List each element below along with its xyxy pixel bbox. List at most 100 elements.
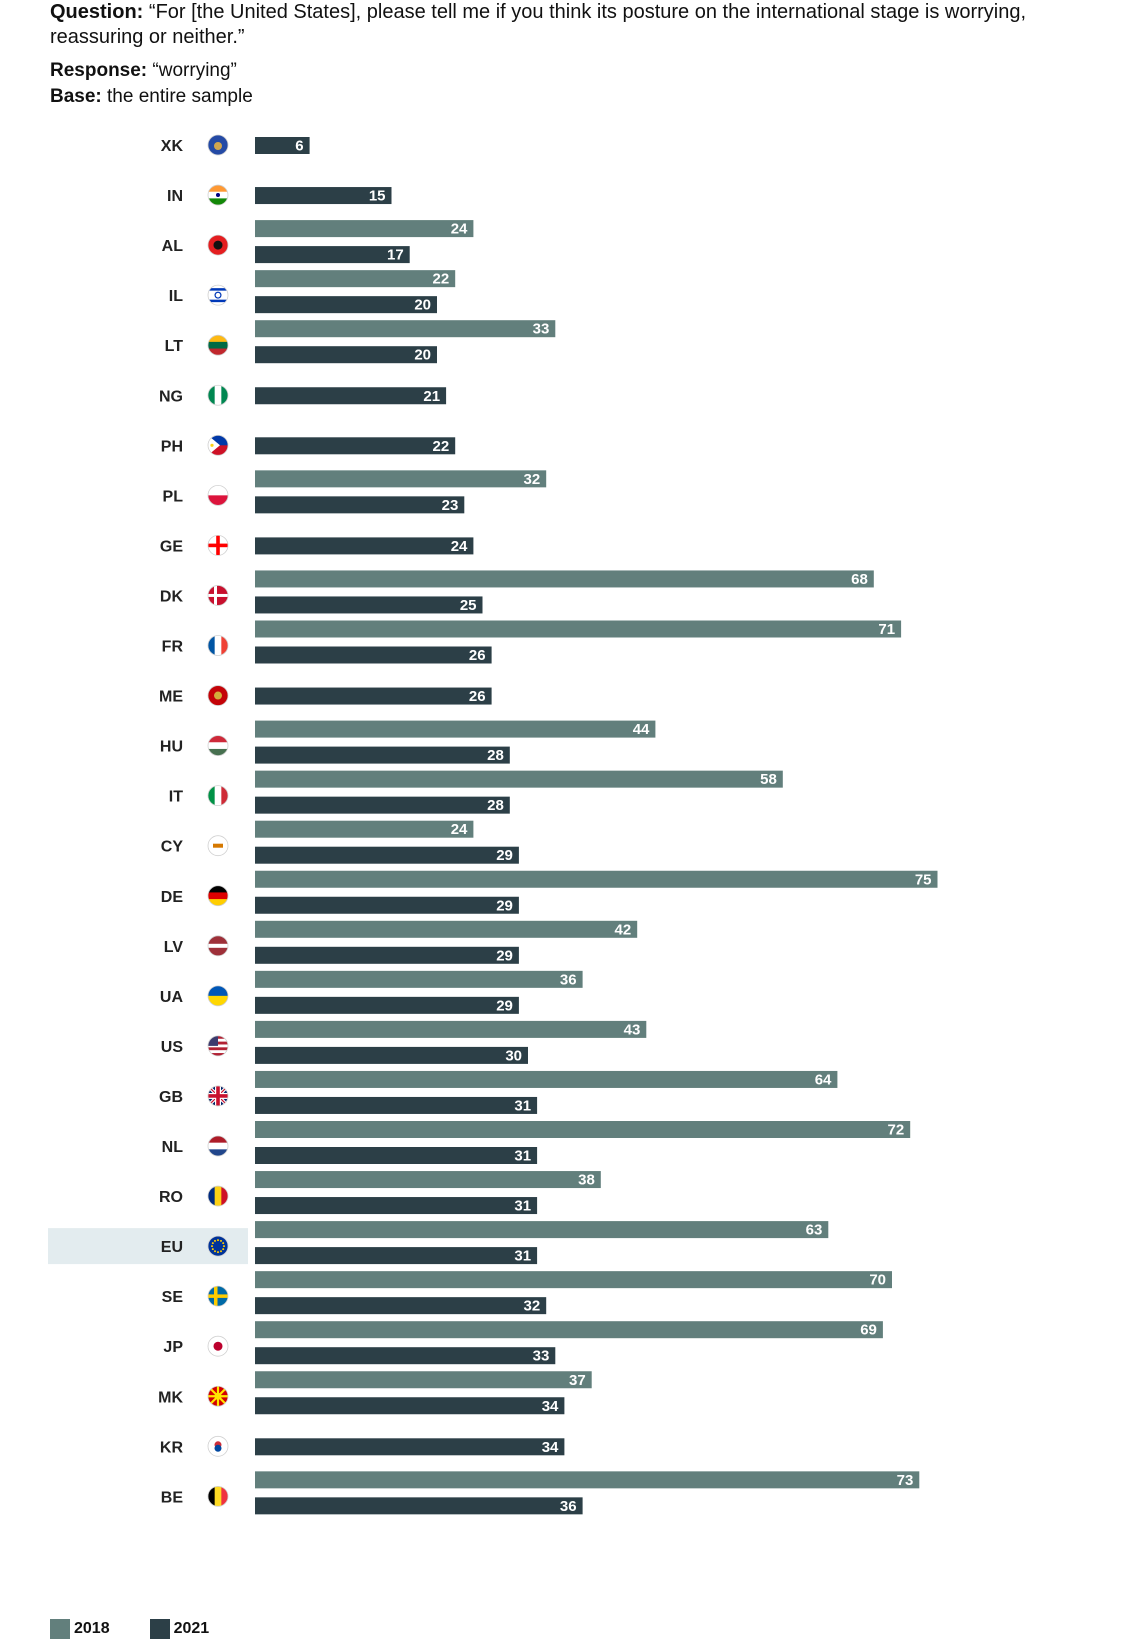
bar-2018-de — [255, 870, 938, 888]
flag-mk-icon — [207, 1385, 229, 1407]
bar-2021-gb — [255, 1096, 538, 1114]
value-label-2018-mk: 37 — [569, 1372, 586, 1389]
bar-2018-mk — [255, 1371, 592, 1389]
category-label-de: DE — [161, 889, 184, 906]
value-label-2021-se: 32 — [524, 1298, 541, 1315]
value-label-2021-fr: 26 — [469, 647, 486, 664]
flag-nl-icon — [207, 1135, 229, 1157]
value-label-2021-me: 26 — [469, 688, 486, 705]
value-label-2021-nl: 31 — [514, 1148, 531, 1165]
legend-label-2018: 2018 — [74, 1620, 110, 1637]
value-label-2021-dk: 25 — [460, 597, 477, 614]
flag-al-icon — [207, 234, 229, 256]
base-value: the entire sample — [107, 86, 253, 107]
value-label-2021-de: 29 — [496, 897, 513, 914]
category-label-pl: PL — [163, 488, 184, 505]
flag-gb-icon — [207, 1085, 229, 1107]
legend-swatch-2021 — [149, 1619, 170, 1639]
flag-xk-icon — [207, 134, 229, 156]
category-label-in: IN — [167, 188, 183, 205]
flag-jp-icon — [207, 1335, 229, 1357]
bar-2018-gb — [255, 1070, 838, 1088]
category-label-me: ME — [159, 689, 183, 706]
value-label-2021-cy: 29 — [496, 847, 513, 864]
bar-2021-dk — [255, 596, 483, 614]
value-label-2018-gb: 64 — [815, 1071, 832, 1088]
question-label: Question: — [50, 1, 144, 23]
legend-item-2021: 2021 — [149, 1619, 209, 1639]
bar-2018-se — [255, 1271, 892, 1289]
value-label-2018-eu: 63 — [806, 1222, 823, 1239]
bar-2021-il — [255, 296, 437, 314]
bar-2021-ph — [255, 437, 456, 455]
response-line: Response: “worrying” — [50, 58, 1110, 84]
legend-item-2018: 2018 — [50, 1619, 110, 1639]
bar-2021-pl — [255, 496, 465, 514]
flag-ge-icon — [207, 535, 229, 556]
flag-be-icon — [207, 1485, 229, 1507]
category-label-lt: LT — [165, 338, 184, 355]
bar-2018-ro — [255, 1171, 601, 1189]
value-label-2021-kr: 34 — [542, 1439, 559, 1456]
value-label-2021-ng: 21 — [423, 388, 440, 405]
question-text: Question: “For [the United States], plea… — [50, 0, 1110, 50]
response-value: “worrying” — [152, 60, 237, 81]
flag-kr-icon — [207, 1435, 229, 1457]
flag-us-icon — [207, 1035, 229, 1057]
bar-2021-jp — [255, 1347, 556, 1365]
bar-2018-it — [255, 770, 783, 788]
flag-ph-icon — [207, 434, 229, 456]
category-label-al: AL — [162, 238, 184, 255]
bar-2021-ge — [255, 537, 474, 555]
category-label-il: IL — [169, 288, 183, 305]
bar-2021-in — [255, 187, 392, 205]
bar-2018-il — [255, 270, 456, 288]
value-label-2021-pl: 23 — [442, 497, 459, 514]
value-label-2018-se: 70 — [869, 1272, 886, 1289]
value-label-2018-be: 73 — [897, 1472, 914, 1489]
flag-ua-icon — [207, 985, 229, 1007]
flag-cy-icon — [207, 835, 229, 857]
flag-ng-icon — [207, 384, 229, 406]
category-label-dk: DK — [160, 588, 184, 605]
category-label-ng: NG — [159, 388, 183, 405]
bar-2021-hu — [255, 746, 510, 764]
bar-2018-al — [255, 220, 474, 238]
flag-pl-icon — [207, 484, 229, 506]
bar-2021-nl — [255, 1147, 538, 1164]
bar-2021-eu — [255, 1247, 538, 1265]
value-label-2018-dk: 68 — [851, 571, 868, 588]
value-label-2018-pl: 32 — [524, 471, 541, 488]
category-label-xk: XK — [161, 138, 184, 155]
value-label-2021-lt: 20 — [414, 347, 431, 364]
value-label-2021-gb: 31 — [514, 1097, 531, 1114]
category-label-lv: LV — [164, 939, 184, 956]
value-label-2021-ph: 22 — [433, 438, 450, 455]
category-label-ph: PH — [161, 438, 183, 455]
category-label-gb: GB — [159, 1089, 183, 1106]
value-label-2018-ua: 36 — [560, 971, 577, 988]
bar-2018-dk — [255, 570, 874, 588]
bar-2021-ua — [255, 996, 519, 1014]
flag-lt-icon — [207, 334, 229, 356]
value-label-2018-lt: 33 — [533, 321, 550, 338]
bar-2021-lt — [255, 346, 437, 364]
category-label-ua: UA — [160, 989, 184, 1006]
bar-2021-cy — [255, 846, 519, 864]
value-label-2021-xk: 6 — [295, 138, 303, 155]
bar-2021-kr — [255, 1438, 565, 1456]
bar-2021-se — [255, 1297, 547, 1315]
base-label: Base: — [50, 86, 102, 107]
bar-2021-be — [255, 1497, 583, 1515]
bar-2018-pl — [255, 470, 547, 488]
bar-2021-fr — [255, 646, 492, 664]
value-label-2021-ge: 24 — [451, 538, 468, 555]
bar-2021-us — [255, 1046, 528, 1064]
flag-ro-icon — [207, 1185, 229, 1207]
category-label-jp: JP — [163, 1339, 183, 1356]
value-label-2018-de: 75 — [915, 871, 932, 888]
value-label-2021-al: 17 — [387, 247, 404, 264]
bar-2021-xk — [255, 137, 310, 154]
bar-2018-ua — [255, 970, 583, 988]
flag-it-icon — [207, 785, 229, 807]
